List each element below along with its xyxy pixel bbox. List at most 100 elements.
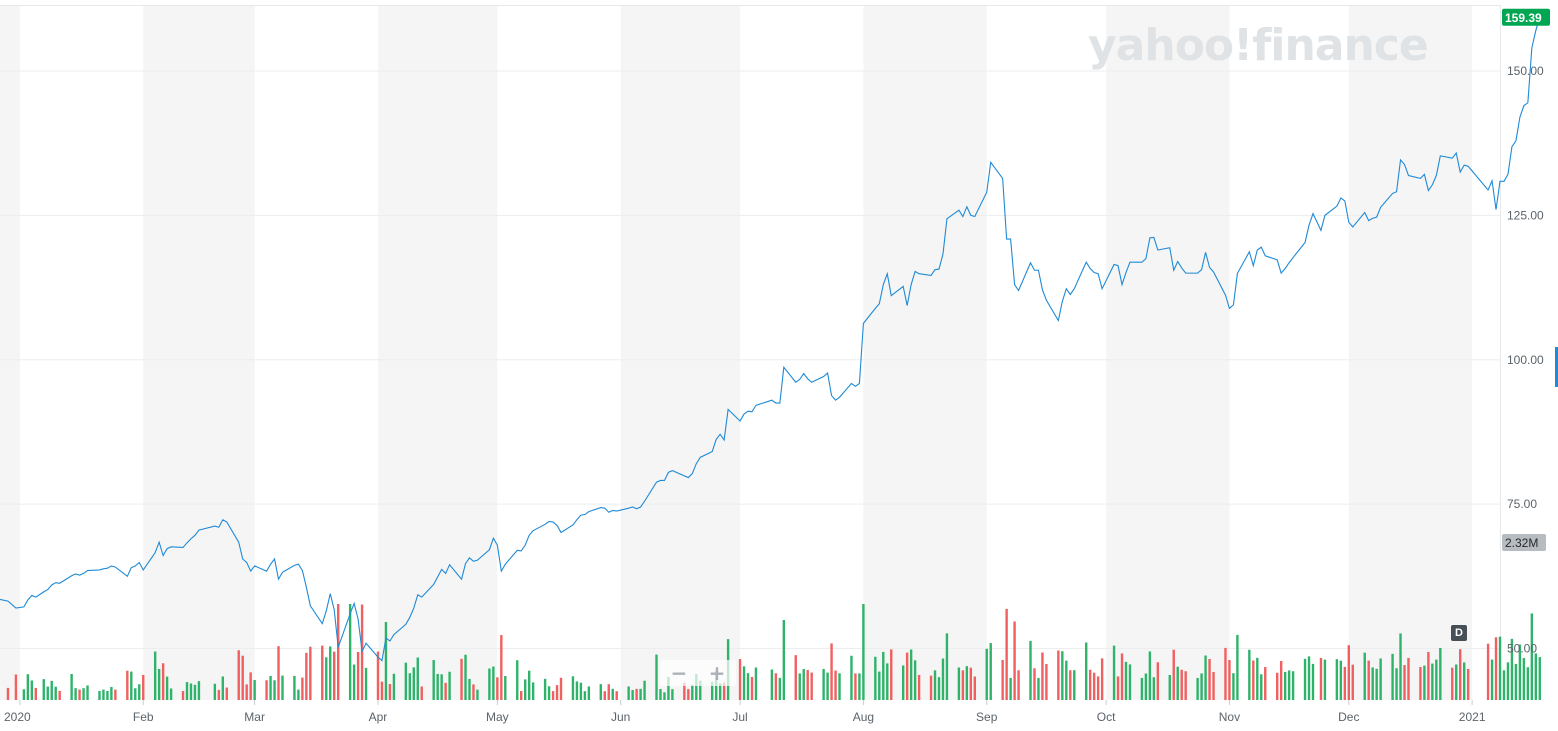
zoom-out-button[interactable]: − [670, 661, 688, 685]
volume-bar [1264, 667, 1267, 700]
volume-bar [1367, 660, 1370, 700]
volume-bar [659, 689, 662, 700]
volume-bar [138, 684, 141, 700]
volume-bar [1538, 657, 1541, 700]
volume-bar [237, 650, 240, 700]
volume-bars [6, 604, 1541, 700]
volume-bar [181, 691, 185, 700]
volume-bar [1283, 671, 1287, 700]
month-band [1348, 5, 1473, 700]
volume-bar [711, 681, 714, 700]
volume-bar [1427, 651, 1430, 700]
volume-bar [70, 673, 73, 700]
volume-bar [1279, 660, 1283, 700]
volume-bar [1407, 657, 1410, 700]
volume-bar [965, 666, 969, 700]
volume-bar [1073, 670, 1076, 700]
volume-bar [1339, 660, 1343, 700]
volume-bar [161, 663, 165, 700]
volume-bar [134, 688, 137, 700]
volume-bar [1435, 659, 1438, 700]
volume-bar [774, 673, 778, 700]
volume-bar [1224, 647, 1227, 700]
last-price-label: 159.39 [1505, 11, 1542, 25]
volume-bar [74, 688, 77, 700]
volume-bar [1303, 658, 1307, 700]
volume-bar [691, 684, 694, 700]
volume-bar [917, 674, 921, 700]
volume-bar [1148, 651, 1152, 700]
price-line [0, 16, 1541, 662]
volume-bar [1005, 608, 1008, 700]
volume-bar [392, 673, 396, 700]
volume-bar [1395, 668, 1398, 700]
volume-bar [440, 674, 443, 700]
month-band [1106, 5, 1230, 700]
volume-bar [142, 675, 145, 700]
volume-bar [1431, 663, 1434, 700]
volume-bar [241, 655, 244, 700]
volume-bar [643, 680, 646, 700]
volume-bar [153, 651, 157, 700]
volume-bar [862, 604, 865, 700]
scroll-indicator[interactable] [1555, 347, 1558, 387]
volume-bar [1466, 668, 1470, 700]
volume-bar [1526, 667, 1530, 700]
volume-bar [1184, 671, 1187, 700]
volume-bar [1518, 644, 1522, 700]
volume-bar [1494, 637, 1498, 700]
volume-bar [1236, 634, 1239, 700]
volume-bar [663, 692, 666, 700]
volume-bar [253, 680, 256, 700]
x-tick-label: Nov [1219, 710, 1240, 724]
volume-bar [1248, 649, 1251, 700]
volume-bar [559, 677, 563, 700]
volume-bar [1065, 660, 1068, 700]
volume-bar [348, 604, 352, 700]
volume-bar [1144, 673, 1148, 700]
volume-bar [225, 687, 228, 700]
volume-bar [114, 689, 117, 700]
volume-bar [527, 670, 531, 700]
volume-bar [810, 672, 813, 700]
volume-bar [973, 676, 977, 700]
volume-bar [1085, 642, 1088, 700]
volume-bar [472, 684, 475, 700]
volume-bar [352, 664, 356, 700]
volume-bar [1311, 663, 1315, 700]
period-badge[interactable]: D [1451, 625, 1467, 641]
volume-bar [1172, 649, 1175, 700]
volume-bar [185, 682, 189, 700]
volume-bar [460, 658, 463, 700]
volume-bar [1228, 660, 1231, 700]
volume-bar [1176, 666, 1179, 700]
volume-bar [683, 682, 686, 700]
volume-bar [1291, 671, 1295, 700]
volume-bar [587, 686, 591, 700]
x-axis: 2020 Feb Mar Apr May Jun Jul Aug Sep Oct Nov Dec 202… [4, 700, 1486, 724]
volume-bar [1208, 658, 1211, 700]
zoom-in-button[interactable]: + [708, 661, 726, 685]
volume-bar [901, 665, 905, 700]
volume-bar [1029, 640, 1032, 700]
volume-bar [245, 684, 248, 700]
volume-bar [1403, 665, 1406, 700]
volume-bar [905, 652, 909, 700]
volume-bar [464, 654, 467, 700]
volume-bar [802, 668, 805, 700]
volume-bar [671, 689, 674, 700]
yahoo-finance-watermark: yahoo!finance [1088, 20, 1428, 71]
volume-bar [543, 678, 547, 700]
volume-badge-bg [1502, 534, 1546, 551]
volume-bar [523, 679, 527, 700]
volume-bar [305, 652, 308, 700]
month-band [0, 5, 20, 700]
volume-bar [488, 668, 491, 700]
volume-bar [1260, 674, 1263, 700]
volume-bar [826, 672, 829, 700]
volume-bar [269, 675, 272, 700]
volume-bar [1462, 662, 1466, 700]
volume-bar [1092, 672, 1096, 700]
volume-bar [1459, 649, 1462, 700]
